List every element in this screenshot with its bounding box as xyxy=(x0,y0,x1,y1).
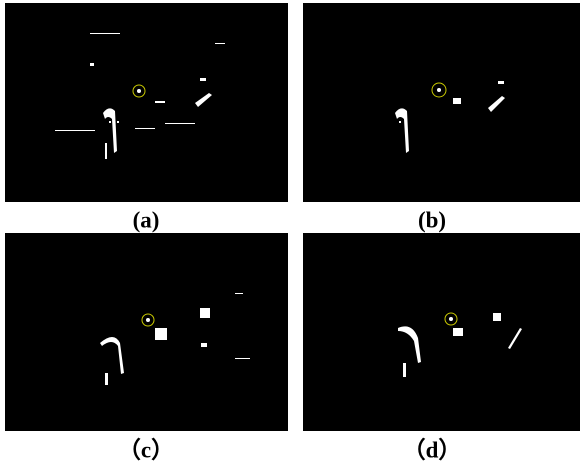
speck xyxy=(137,89,141,93)
speck xyxy=(449,317,453,321)
figure: (a) (b) （c） （d） xyxy=(0,0,583,471)
panel-label: （d） xyxy=(403,436,462,462)
speck xyxy=(437,88,441,92)
panel-image xyxy=(303,3,580,202)
panel-label: (b) xyxy=(418,207,446,232)
image-background xyxy=(303,3,580,202)
panel-image xyxy=(5,3,288,202)
image-background xyxy=(303,233,580,431)
image-background xyxy=(5,233,288,431)
panel-image xyxy=(303,233,580,431)
speck xyxy=(146,318,150,322)
panel-image xyxy=(5,233,288,431)
panel-label: (a) xyxy=(133,207,160,232)
panel-label: （c） xyxy=(118,436,174,462)
image-background xyxy=(5,3,288,202)
